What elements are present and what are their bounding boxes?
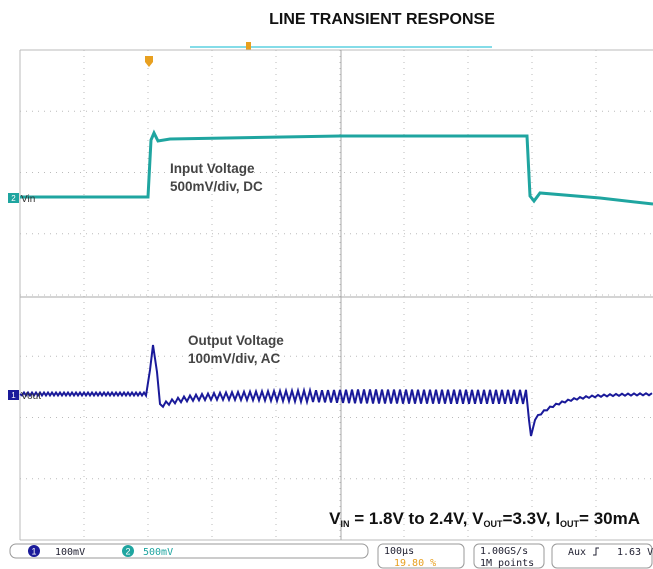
graticule xyxy=(20,50,653,540)
title: LINE TRANSIENT RESPONSE xyxy=(269,11,495,28)
ch2-marker xyxy=(8,193,19,203)
record-marker xyxy=(246,42,251,50)
trigger-marker xyxy=(145,56,153,67)
trigger-box xyxy=(551,543,653,569)
ch2-number: 2 xyxy=(11,194,16,203)
output-scale: 100mV/div, AC xyxy=(188,351,281,366)
vout-waveform xyxy=(19,344,653,437)
ch1-name: Vout xyxy=(21,391,41,402)
cond-part: =3.3V, I xyxy=(503,509,561,528)
ch2-scale: 500mV xyxy=(143,547,173,558)
trigger-level: 1.63 V xyxy=(617,547,653,558)
cond-part: = 30mA xyxy=(579,509,640,528)
timebase-box xyxy=(377,543,465,569)
ch2-badge xyxy=(122,545,134,557)
trigger-pos: 19.80 % xyxy=(394,558,436,569)
edge-icon xyxy=(593,547,599,556)
ch1-badge xyxy=(28,545,40,557)
ch1-number: 1 xyxy=(11,391,16,400)
input-scale: 500mV/div, DC xyxy=(170,179,263,194)
cond-part: V xyxy=(329,509,341,528)
ch1-badge-text: 1 xyxy=(31,547,36,557)
conditions: VIN = 1.8V to 2.4V, VOUT=3.3V, IOUT= 30m… xyxy=(329,509,640,529)
points: 1M points xyxy=(480,558,534,569)
input-label: Input Voltage xyxy=(170,161,255,176)
cond-sub: OUT xyxy=(560,519,580,529)
rate: 1.00GS/s xyxy=(480,546,528,557)
cond-sub: IN xyxy=(340,519,349,529)
ch1-scale: 100mV xyxy=(55,547,85,558)
output-label: Output Voltage xyxy=(188,333,284,348)
vin-waveform xyxy=(20,129,653,206)
cond-part: = 1.8V to 2.4V, V xyxy=(349,509,484,528)
ch2-badge-text: 2 xyxy=(125,547,130,557)
timebase: 100µs xyxy=(384,546,414,557)
ch2-name: Vin xyxy=(21,194,35,205)
channel-box xyxy=(9,543,369,559)
cond-sub: OUT xyxy=(484,519,504,529)
rate-box xyxy=(473,543,545,569)
ch1-marker xyxy=(8,390,19,400)
trigger-src: Aux xyxy=(568,547,586,558)
